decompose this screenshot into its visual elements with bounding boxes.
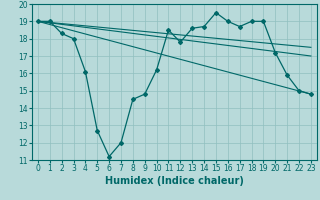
X-axis label: Humidex (Indice chaleur): Humidex (Indice chaleur) bbox=[105, 176, 244, 186]
